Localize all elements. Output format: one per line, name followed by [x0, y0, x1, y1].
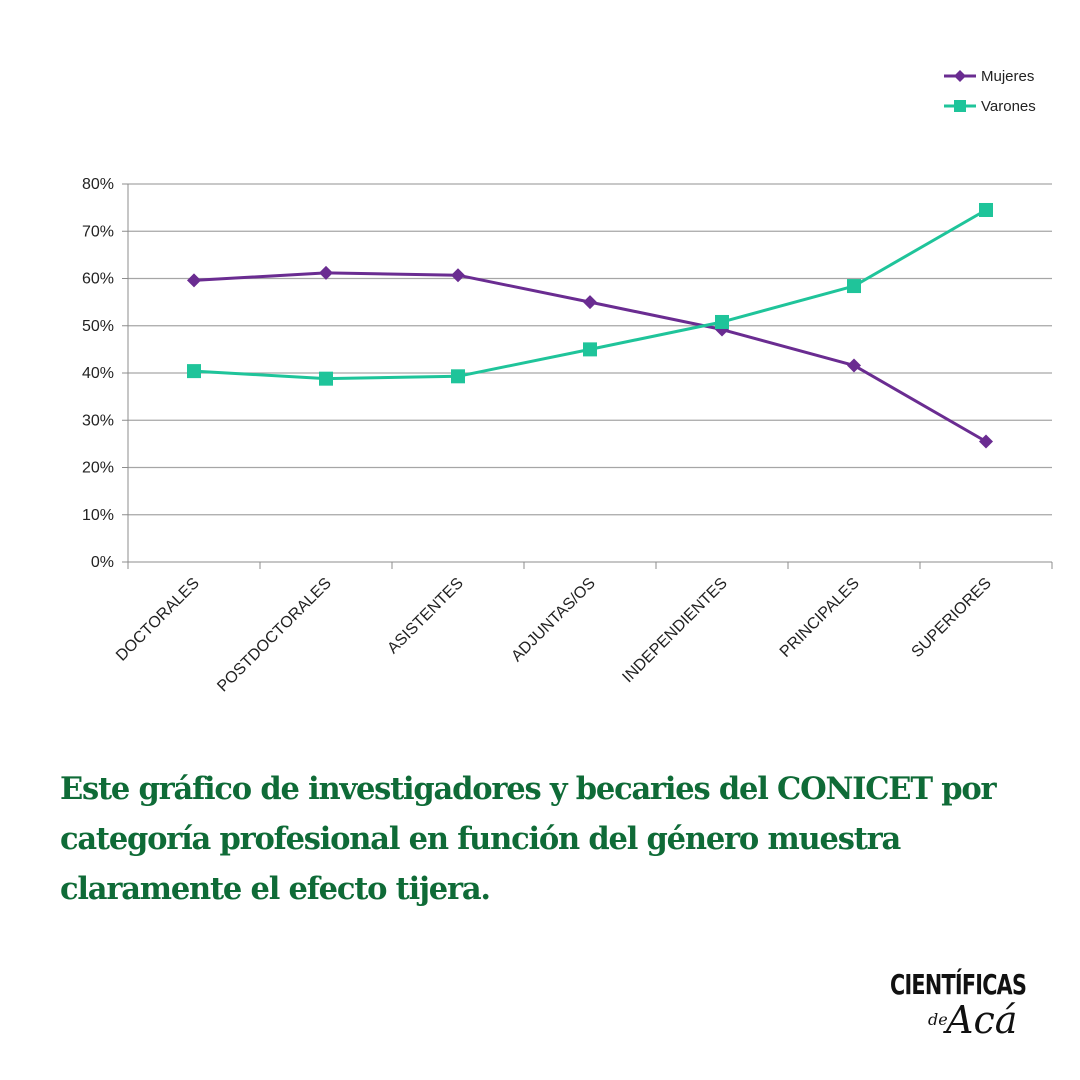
x-tick-label: PRINCIPALES	[777, 575, 863, 661]
data-point-varones	[451, 369, 465, 384]
y-tick-label: 70%	[82, 223, 114, 240]
data-point-varones	[319, 371, 333, 386]
legend-label-mujeres: Mujeres	[981, 68, 1034, 85]
x-tick-label: ASISTENTES	[384, 575, 466, 657]
data-point-mujeres	[979, 434, 993, 449]
x-tick-label: INDEPENDIENTES	[619, 575, 730, 686]
x-tick-label: ADJUNTAS/OS	[508, 575, 598, 665]
logo-aca: Acá	[946, 998, 1018, 1042]
y-tick-label: 60%	[82, 271, 114, 288]
y-tick-label: 30%	[82, 412, 114, 429]
y-tick-label: 50%	[82, 318, 114, 335]
data-point-mujeres	[319, 265, 333, 280]
x-tick-label: POSTDOCTORALES	[214, 575, 335, 696]
gridlines	[128, 183, 1052, 516]
legend-marker	[954, 100, 966, 112]
data-point-mujeres	[187, 273, 201, 288]
data-point-mujeres	[451, 268, 465, 283]
logo-title: CIENTÍFICAS	[890, 968, 1027, 1001]
y-tick-label: 20%	[82, 460, 114, 477]
caption-text: Este gráfico de investigadores y becarie…	[60, 771, 997, 907]
data-point-mujeres	[847, 358, 861, 373]
cientificas-de-aca-logo: CIENTÍFICAS de Acá	[884, 968, 1034, 1068]
legend: Mujeres Varones	[944, 68, 1036, 115]
legend-marker	[954, 70, 966, 82]
x-tick-label: DOCTORALES	[113, 575, 203, 665]
y-tick-label: 0%	[91, 554, 114, 571]
logo-de: de	[928, 1010, 948, 1029]
series	[187, 202, 993, 449]
axes: 0% 10% 20% 30% 40% 50% 60% 70% 80% DOCTORALES POST…	[82, 176, 1053, 696]
data-point-varones	[583, 342, 597, 357]
data-point-varones	[715, 314, 729, 329]
data-point-mujeres	[583, 295, 597, 310]
data-point-varones	[847, 279, 861, 294]
y-tick-label: 80%	[82, 176, 114, 193]
data-point-varones	[187, 364, 201, 379]
y-tick-label: 40%	[82, 365, 114, 382]
line-chart: 0% 10% 20% 30% 40% 50% 60% 70% 80% DOCTORALES POST…	[82, 68, 1053, 696]
x-tick-label: SUPERIORES	[909, 575, 995, 661]
y-tick-label: 10%	[82, 507, 114, 524]
data-point-varones	[979, 202, 993, 217]
legend-label-varones: Varones	[981, 98, 1036, 115]
